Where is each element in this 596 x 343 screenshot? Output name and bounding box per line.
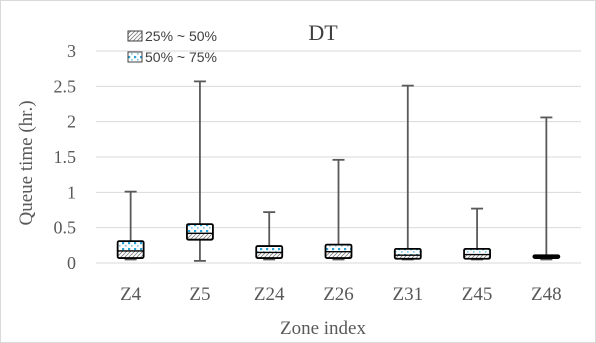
legend-label-50-75: 50% ~ 75% bbox=[145, 49, 217, 65]
box-upper-quartile bbox=[117, 241, 144, 251]
y-tick-label: 0.5 bbox=[54, 218, 77, 238]
legend-swatch-hatch bbox=[127, 30, 143, 42]
x-tick-label: Z4 bbox=[120, 284, 142, 305]
legend: 25% ~ 50% 50% ~ 75% bbox=[127, 28, 217, 65]
x-tick-labels: Z4 Z5 Z24 Z26 Z31 Z45 Z48 bbox=[120, 284, 562, 305]
x-tick-label: Z31 bbox=[392, 284, 423, 305]
box-z31 bbox=[393, 84, 422, 261]
box-z48 bbox=[532, 116, 561, 261]
box-lower-quartile bbox=[256, 252, 283, 259]
box-z4 bbox=[116, 190, 145, 261]
chart-title: DT bbox=[308, 20, 338, 45]
box-z45 bbox=[463, 207, 491, 261]
box-outline bbox=[463, 247, 491, 260]
box-lower-quartile bbox=[464, 254, 491, 259]
y-tick-label: 1.5 bbox=[54, 147, 77, 167]
box-upper-quartile bbox=[186, 224, 213, 234]
y-tick-label: 0 bbox=[67, 253, 76, 273]
y-tick-labels: 0 0.5 1 1.5 2 2.5 3 bbox=[54, 41, 77, 273]
x-tick-label: Z24 bbox=[254, 284, 285, 305]
box-upper-quartile bbox=[464, 248, 491, 255]
y-tick-label: 2.5 bbox=[54, 76, 77, 96]
box-upper-quartile bbox=[325, 244, 352, 252]
box-upper-quartile bbox=[394, 248, 421, 256]
legend-label-25-50: 25% ~ 50% bbox=[145, 28, 217, 44]
box-lower-quartile bbox=[325, 251, 352, 259]
box-z5 bbox=[186, 80, 214, 262]
box-outline bbox=[393, 247, 422, 260]
y-axis-label: Queue time (hr.) bbox=[16, 100, 37, 225]
box-outline bbox=[186, 223, 214, 241]
box-upper-quartile bbox=[256, 246, 283, 253]
box-lower-quartile bbox=[394, 255, 421, 259]
box-outline bbox=[116, 240, 145, 259]
box-lower-quartile bbox=[186, 233, 213, 240]
box-series bbox=[116, 80, 561, 262]
y-tick-label: 1 bbox=[67, 182, 76, 202]
y-tick-label: 3 bbox=[67, 41, 76, 61]
x-tick-label: Z48 bbox=[531, 284, 562, 305]
x-tick-label: Z26 bbox=[323, 284, 354, 305]
y-tick-label: 2 bbox=[67, 112, 76, 132]
x-axis-label: Zone index bbox=[280, 318, 367, 339]
box-z26 bbox=[324, 158, 353, 261]
box-lower-quartile bbox=[117, 250, 144, 259]
box-z24 bbox=[255, 211, 284, 261]
legend-swatch-dots bbox=[127, 51, 143, 63]
x-tick-label: Z45 bbox=[462, 284, 493, 305]
x-tick-label: Z5 bbox=[189, 284, 210, 305]
